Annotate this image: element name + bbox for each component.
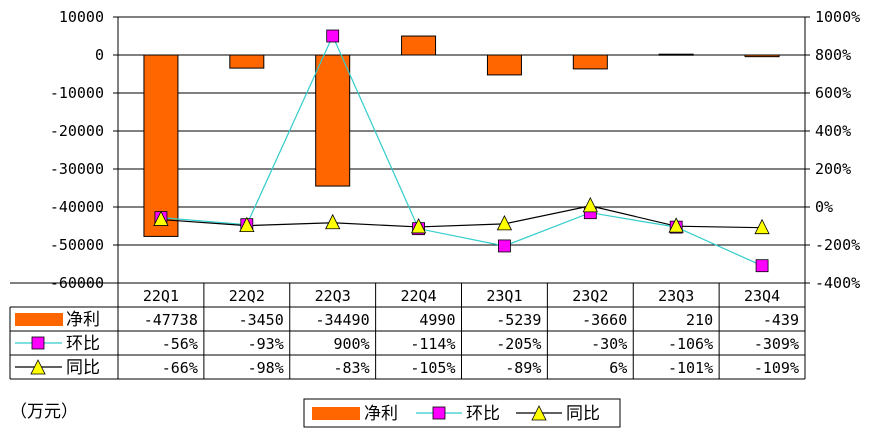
huanbi-marker-23Q1 xyxy=(498,239,511,253)
huanbi-marker-22Q3 xyxy=(326,29,340,43)
left-axis-tick-label: -20000 xyxy=(50,122,104,140)
legend-key-triangle xyxy=(531,405,547,421)
bar-22Q3 xyxy=(315,54,351,187)
right-axis-tick-label: -200% xyxy=(815,236,860,254)
category-label-23Q1: 23Q1 xyxy=(486,287,522,305)
left-axis-tick-label: 10000 xyxy=(59,8,104,26)
series-line-tongbi xyxy=(160,205,763,229)
table-value-1-22Q4: -114% xyxy=(410,335,455,353)
table-value-1-23Q2: -30% xyxy=(591,335,627,353)
category-label-22Q3: 22Q3 xyxy=(315,287,351,305)
tongbi-marker-23Q3 xyxy=(668,217,684,233)
bar-23Q4 xyxy=(744,54,780,58)
tongbi-marker-23Q1 xyxy=(496,215,513,231)
series-line-huanbi xyxy=(160,34,763,267)
bar-23Q1 xyxy=(486,54,522,76)
table-value-0-22Q1: -47738 xyxy=(144,311,198,329)
table-value-0-23Q2: -3660 xyxy=(582,311,627,329)
tongbi-marker-22Q3 xyxy=(325,213,341,230)
table-value-2-22Q4: -105% xyxy=(410,359,455,377)
tongbi-marker-23Q4 xyxy=(754,218,770,235)
tongbi-marker-22Q2 xyxy=(239,216,255,233)
table-value-1-23Q4: -309% xyxy=(754,335,799,353)
huanbi-marker-23Q4 xyxy=(755,259,769,273)
table-value-2-23Q3: -101% xyxy=(668,359,713,377)
unit-label: （万元） xyxy=(10,402,78,422)
table-value-2-22Q2: -98% xyxy=(248,359,284,377)
bar-22Q4 xyxy=(401,35,437,56)
left-axis-tick-label: -10000 xyxy=(50,84,104,102)
right-axis-tick-label: 800% xyxy=(815,46,851,64)
legend-label-huanbi: 环比 xyxy=(466,404,500,424)
table-row-header-tongbi: 同比 xyxy=(66,358,100,378)
table-value-2-23Q1: -89% xyxy=(505,359,541,377)
right-axis-tick-label: -400% xyxy=(815,274,860,292)
legend-key-bar xyxy=(312,407,360,420)
left-axis-tick-label: -30000 xyxy=(50,160,104,178)
table-value-0-23Q4: -439 xyxy=(763,311,799,329)
table-value-0-22Q3: -34490 xyxy=(315,311,369,329)
tongbi-marker-22Q4 xyxy=(410,218,427,234)
category-label-22Q2: 22Q2 xyxy=(229,287,265,305)
right-axis-tick-label: 600% xyxy=(815,84,851,102)
table-value-2-23Q4: -109% xyxy=(754,359,799,377)
table-value-1-22Q3: 900% xyxy=(334,335,370,353)
table-value-0-22Q2: -3450 xyxy=(239,311,284,329)
table-value-2-22Q1: -66% xyxy=(162,359,198,377)
bar-22Q1 xyxy=(143,54,179,237)
table-key-triangle xyxy=(30,359,46,375)
right-axis-tick-label: 200% xyxy=(815,160,851,178)
legend-label-jingli: 净利 xyxy=(364,404,398,424)
plot-area xyxy=(117,16,806,284)
right-axis-tick-label: 400% xyxy=(815,122,851,140)
table-value-0-23Q1: -5239 xyxy=(496,311,541,329)
table-key-bar xyxy=(15,313,63,326)
table-value-1-23Q1: -205% xyxy=(496,335,541,353)
bar-23Q2 xyxy=(572,54,608,70)
table-value-2-23Q2: 6% xyxy=(609,359,627,377)
table-row-header-huanbi: 环比 xyxy=(66,334,100,354)
table-value-2-22Q3: -83% xyxy=(334,359,370,377)
left-axis-tick-label: -40000 xyxy=(50,198,104,216)
left-axis-tick-label: 0 xyxy=(95,46,104,64)
tongbi-marker-23Q2 xyxy=(582,196,598,213)
tongbi-marker-22Q1 xyxy=(153,210,169,226)
bar-22Q2 xyxy=(229,54,265,69)
category-label-22Q1: 22Q1 xyxy=(143,287,179,305)
table-value-1-22Q2: -93% xyxy=(248,335,284,353)
legend-label-tongbi: 同比 xyxy=(566,404,600,424)
right-axis-tick-label: 1000% xyxy=(815,8,860,26)
table-value-1-22Q1: -56% xyxy=(162,335,198,353)
table-row-header-jingli: 净利 xyxy=(66,310,100,330)
category-label-22Q4: 22Q4 xyxy=(401,287,437,305)
right-axis-tick-label: 0% xyxy=(815,198,833,216)
left-axis-tick-label: -50000 xyxy=(50,236,104,254)
bar-23Q3 xyxy=(658,53,694,56)
table-value-0-22Q4: 4990 xyxy=(419,311,455,329)
table-key-square xyxy=(31,336,45,350)
table-value-0-23Q3: 210 xyxy=(686,311,713,329)
legend-key-square xyxy=(432,406,446,420)
table-value-1-23Q3: -106% xyxy=(668,335,713,353)
category-label-23Q3: 23Q3 xyxy=(658,287,694,305)
category-label-23Q2: 23Q2 xyxy=(572,287,608,305)
category-label-23Q4: 23Q4 xyxy=(744,287,780,305)
